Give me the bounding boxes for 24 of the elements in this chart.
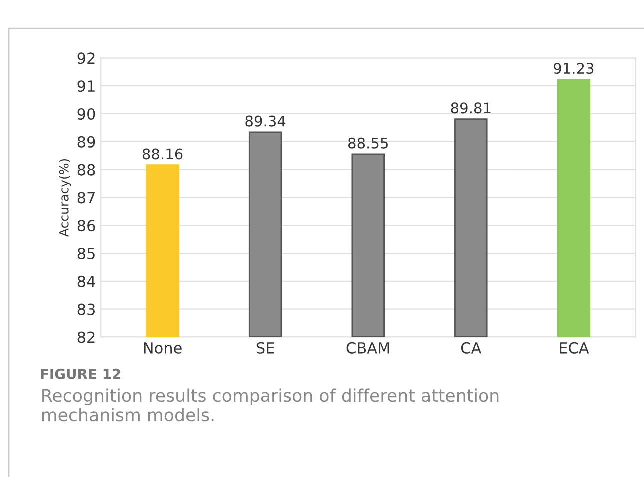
x-tick-label: CBAM [346,342,390,354]
y-tick-label: 88 [78,164,96,176]
data-label: 89.81 [451,102,491,114]
y-tick-label: 87 [78,192,95,204]
data-label: 88.16 [142,148,183,160]
data-label: 91.23 [554,63,594,74]
y-tick-label: 92 [78,52,95,64]
y-tick-label: 84 [78,276,96,288]
y-tick-label: 85 [78,248,95,260]
y-tick-label: 82 [78,332,95,344]
data-label: 89.34 [246,116,286,127]
data-label: 88.55 [348,138,388,149]
y-tick-label: 86 [78,220,96,232]
x-tick-label: SE [256,342,274,354]
y-tick-label: 83 [78,304,96,316]
y-tick-label: 90 [78,108,96,120]
x-tick-label: ECA [560,342,590,354]
y-tick-label: 89 [78,136,96,148]
x-tick-label: None [144,342,182,354]
caption: FIGURE 12 [41,368,120,380]
x-tick-label: CA [461,342,482,354]
y-tick-label: 91 [78,80,95,92]
text: Recognition results comparison of different attention mechanism models. [42,388,499,422]
y-axis-title: Accuracy(%) [59,159,72,237]
